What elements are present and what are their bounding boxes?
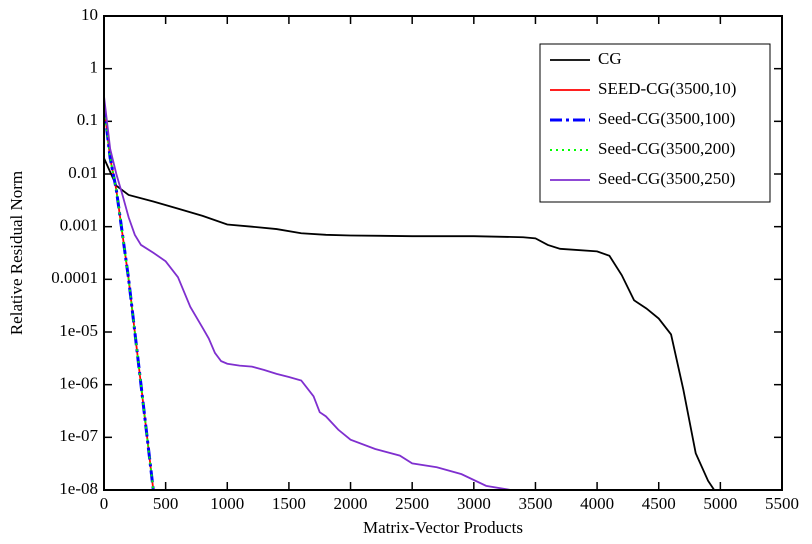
y-tick-label: 1e-05 xyxy=(59,321,98,340)
x-tick-label: 0 xyxy=(100,494,109,513)
x-tick-label: 4500 xyxy=(642,494,676,513)
plot-area xyxy=(104,96,715,490)
y-tick-label: 1 xyxy=(90,58,99,77)
plot-frame xyxy=(103,15,783,491)
x-tick-label: 500 xyxy=(153,494,179,513)
series-line xyxy=(104,157,715,490)
x-tick-label: 2500 xyxy=(395,494,429,513)
legend-box xyxy=(539,43,771,203)
y-tick-label: 0.1 xyxy=(77,110,98,129)
y-tick-label: 0.0001 xyxy=(51,268,98,287)
legend-label: Seed-CG(3500,100) xyxy=(598,109,735,128)
y-tick-label: 10 xyxy=(81,5,98,24)
legend-label: Seed-CG(3500,200) xyxy=(598,139,735,158)
y-tick-label: 1e-08 xyxy=(59,479,98,498)
legend-label: SEED-CG(3500,10) xyxy=(598,79,736,98)
y-tick-label: 1e-06 xyxy=(59,374,98,393)
y-tick-label: 0.01 xyxy=(68,163,98,182)
x-tick-label: 1500 xyxy=(272,494,306,513)
y-tick-label: 0.001 xyxy=(60,216,98,235)
x-tick-label: 3000 xyxy=(457,494,491,513)
legend-label: CG xyxy=(598,49,622,68)
x-tick-label: 4000 xyxy=(580,494,614,513)
x-tick-label: 5500 xyxy=(765,494,799,513)
x-tick-label: 2000 xyxy=(334,494,368,513)
x-axis-title: Matrix-Vector Products xyxy=(363,518,523,537)
x-tick-label: 1000 xyxy=(210,494,244,513)
x-tick-label: 3500 xyxy=(518,494,552,513)
legend-label: Seed-CG(3500,250) xyxy=(598,169,735,188)
series-line xyxy=(104,96,511,490)
y-axis-title: Relative Residual Norm xyxy=(7,171,26,335)
x-tick-label: 5000 xyxy=(703,494,737,513)
series-line xyxy=(104,105,155,490)
y-tick-label: 1e-07 xyxy=(59,426,98,445)
